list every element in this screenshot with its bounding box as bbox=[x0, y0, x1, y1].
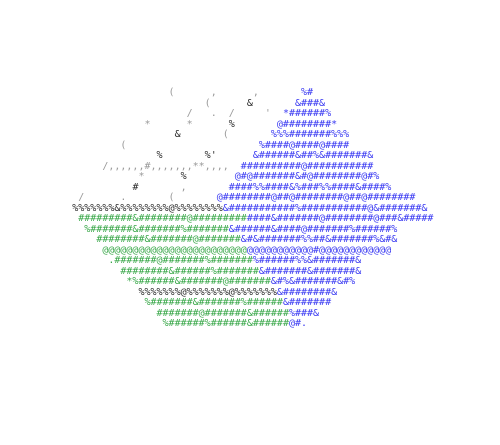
art-glyph-run: &######&##%&#######& bbox=[252, 150, 374, 161]
art-glyph-run: &########& bbox=[276, 286, 338, 298]
art-glyph-run: ( bbox=[222, 129, 229, 140]
art-glyph-run: %######%######&###### bbox=[162, 318, 289, 329]
art-glyph-run: @########* bbox=[276, 118, 338, 130]
art-glyph-run: %%%%%%%@%%%%%%%@%%%%%%% bbox=[138, 286, 277, 298]
art-glyph-run: &#%&#######&#% bbox=[270, 276, 356, 287]
art-glyph-run: %#######&#######%####### bbox=[84, 223, 229, 235]
art-glyph-run: %####@####@#### bbox=[258, 139, 350, 151]
art-glyph-run: & bbox=[246, 97, 253, 109]
art-glyph-run: ########&#######@####### bbox=[96, 234, 241, 245]
art-glyph-run: % bbox=[180, 171, 187, 182]
art-glyph-run: * bbox=[138, 171, 145, 182]
art-glyph-run: #######@#######&###### bbox=[156, 307, 289, 319]
art-glyph-run: &###########%###########@&#######& bbox=[222, 202, 428, 214]
art-glyph-run: , bbox=[210, 87, 217, 98]
art-glyph-run: %%%#######%%% bbox=[270, 129, 350, 140]
art-glyph-run: ' bbox=[264, 108, 271, 119]
art-glyph-run: %#######&#######%###### bbox=[144, 297, 283, 308]
art-glyph-run: @########@##@########@##@######## bbox=[216, 192, 416, 203]
art-glyph-run: @@@@@@@@@@@#@@@@@@@@@@@@ bbox=[246, 244, 392, 256]
art-glyph-run: # bbox=[132, 181, 139, 193]
art-glyph-run: *######% bbox=[282, 108, 332, 119]
art-glyph-run: % bbox=[228, 118, 235, 130]
art-glyph-run: / bbox=[78, 192, 85, 203]
art-glyph-run: &###& bbox=[294, 97, 326, 109]
art-glyph-run: &#&#######%%##&#######%&#& bbox=[240, 234, 398, 245]
art-glyph-run: %###& bbox=[288, 307, 320, 319]
art-glyph-run: ####&#######@########@###&##### bbox=[246, 213, 434, 224]
art-glyph-run: ##########@########### bbox=[240, 160, 374, 172]
art-glyph-run: @#@#######&#@########@#% bbox=[234, 171, 380, 182]
art-glyph-run: * bbox=[144, 118, 151, 130]
art-glyph-run: ( bbox=[120, 139, 127, 151]
art-glyph-run: / bbox=[228, 108, 235, 119]
art-glyph-run: / bbox=[186, 108, 193, 119]
art-glyph-run: &######&####@#######%######% bbox=[228, 223, 398, 235]
art-glyph-run: , bbox=[180, 181, 187, 193]
art-glyph-run: . bbox=[210, 108, 217, 119]
art-glyph-run: ( bbox=[168, 87, 175, 98]
art-glyph-run: ####%%####&%###%%####&####% bbox=[228, 181, 392, 193]
art-glyph-run: @@@@@@@@@@@@@@@@@@@@@@@@ bbox=[102, 244, 247, 256]
art-glyph-run: & bbox=[174, 129, 181, 140]
art-glyph-run: %# bbox=[301, 87, 314, 98]
art-glyph-run: . bbox=[120, 192, 127, 203]
art-glyph-run: %' bbox=[204, 150, 217, 161]
art-glyph-run: %%%%%%%&%%%%%%%%@%%%%%%%% bbox=[72, 202, 223, 214]
art-glyph-run: #########&########@######### bbox=[78, 213, 247, 224]
art-glyph-run: @#. bbox=[288, 318, 308, 329]
art-glyph-run: %######%%&#######& bbox=[252, 255, 362, 266]
art-glyph-run: /,,,,,,#,,,,,,,**,,,, bbox=[102, 160, 229, 172]
art-glyph-run: *%######&#######@####### bbox=[126, 276, 271, 287]
art-glyph-run: &#######&#######& bbox=[258, 265, 362, 277]
art-glyph-run: ( bbox=[204, 97, 211, 109]
art-glyph-run: % bbox=[156, 150, 163, 161]
art-glyph-run: ########&######%####### bbox=[120, 265, 259, 277]
art-glyph-run: ( bbox=[168, 192, 175, 203]
art-glyph-run: &####### bbox=[282, 297, 332, 308]
art-glyph-run: .#######@#######%####### bbox=[108, 255, 253, 266]
art-glyph-run: * bbox=[186, 118, 193, 130]
art-glyph-run: , bbox=[252, 87, 259, 98]
